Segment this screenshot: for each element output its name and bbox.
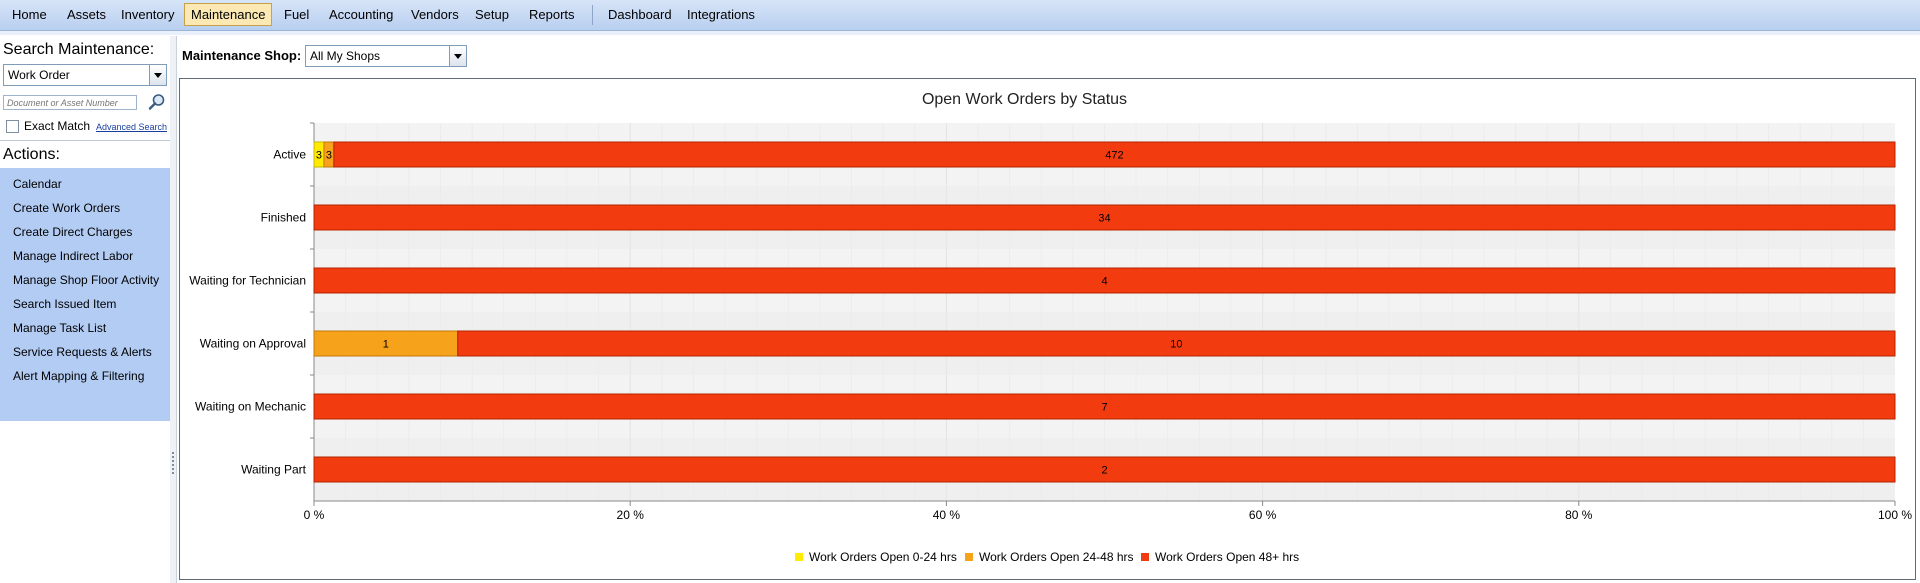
menu-accounting[interactable]: Accounting [329, 7, 394, 22]
data-label: 4 [1101, 276, 1107, 288]
menu-assets[interactable]: Assets [67, 7, 107, 22]
bar-1-3 [313, 330, 459, 357]
legend-label-2: Work Orders Open 48+ hrs [1155, 550, 1299, 564]
y-tick-label: Waiting for Technician [189, 274, 306, 288]
x-tick-label: 100 % [1878, 508, 1912, 522]
search-type-value: Work Order [8, 68, 70, 82]
action-alert-mapping-filtering[interactable]: Alert Mapping & Filtering [13, 369, 145, 383]
y-tick-label: Waiting on Mechanic [195, 400, 306, 414]
x-tick-label: 80 % [1565, 508, 1593, 522]
maintenance-shop-value: All My Shops [310, 49, 381, 63]
action-manage-indirect-labor[interactable]: Manage Indirect Labor [13, 249, 134, 263]
menu-separator [592, 5, 593, 25]
exact-match-label: Exact Match [24, 119, 91, 133]
maintenance-shop-label: Maintenance Shop: [182, 48, 302, 63]
chevron-down-icon[interactable] [449, 46, 466, 66]
document-asset-input[interactable] [3, 95, 137, 110]
legend-swatch-2 [1141, 553, 1149, 561]
exact-match-option[interactable]: Exact Match [6, 119, 90, 133]
y-tick-label: Active [273, 148, 306, 162]
splitter-grip-icon[interactable] [172, 452, 174, 474]
search-icon[interactable] [148, 93, 166, 111]
legend-swatch-0 [795, 553, 803, 561]
menu-dashboard[interactable]: Dashboard [608, 7, 672, 22]
bar-2-5 [313, 456, 1896, 483]
x-tick-label: 40 % [933, 508, 961, 522]
menu-home[interactable]: Home [12, 7, 47, 22]
menu-subbar [0, 31, 1920, 35]
legend-label-0: Work Orders Open 0-24 hrs [809, 550, 957, 564]
x-tick-label: 20 % [617, 508, 645, 522]
data-label: 3 [326, 150, 332, 162]
actions-list: Calendar Create Work Orders Create Direc… [0, 168, 170, 421]
data-label: 3 [316, 150, 322, 162]
chevron-down-icon[interactable] [149, 65, 166, 85]
chart-title: Open Work Orders by Status [922, 91, 1127, 108]
menu-reports[interactable]: Reports [529, 7, 575, 22]
data-label: 7 [1101, 402, 1107, 414]
action-create-direct-charges[interactable]: Create Direct Charges [13, 225, 133, 239]
y-tick-label: Waiting on Approval [200, 337, 306, 351]
bar-2-2 [313, 267, 1896, 294]
advanced-search-link[interactable]: Advanced Search [96, 122, 168, 132]
data-label: 472 [1105, 150, 1123, 162]
x-tick-label: 60 % [1249, 508, 1277, 522]
data-label: 2 [1101, 465, 1107, 477]
legend-label-1: Work Orders Open 24-48 hrs [979, 550, 1134, 564]
bar-2-0 [333, 141, 1896, 168]
action-manage-task-list[interactable]: Manage Task List [13, 321, 107, 335]
bar-2-4 [313, 393, 1896, 420]
main-menu-bar: Home Assets Inventory Maintenance Fuel A… [0, 0, 1920, 31]
action-create-work-orders[interactable]: Create Work Orders [13, 201, 121, 215]
panel-divider [0, 140, 170, 141]
x-tick-label: 0 % [304, 508, 325, 522]
y-tick-label: Waiting Part [241, 463, 307, 477]
search-type-select[interactable]: Work Order [3, 64, 167, 86]
maintenance-shop-select[interactable]: All My Shops [305, 45, 467, 67]
data-label: 34 [1098, 213, 1110, 225]
action-manage-shop-floor-activity[interactable]: Manage Shop Floor Activity [13, 273, 160, 287]
action-search-issued-item[interactable]: Search Issued Item [13, 297, 117, 311]
exact-match-checkbox[interactable] [6, 119, 19, 133]
actions-title: Actions: [3, 146, 60, 163]
menu-vendors[interactable]: Vendors [411, 7, 459, 22]
action-calendar[interactable]: Calendar [13, 177, 62, 191]
menu-setup[interactable]: Setup [475, 7, 509, 22]
chart-frame: Open Work Orders by Status Active 3 3 472 Fin… [179, 78, 1916, 580]
menu-fuel[interactable]: Fuel [284, 7, 310, 22]
legend-swatch-1 [965, 553, 973, 561]
menu-integrations[interactable]: Integrations [687, 7, 755, 22]
bar-2-1 [313, 204, 1896, 231]
action-service-requests-alerts[interactable]: Service Requests & Alerts [13, 345, 152, 359]
panel-splitter[interactable] [170, 36, 177, 583]
y-tick-label: Finished [261, 211, 306, 225]
search-maintenance-title: Search Maintenance: [3, 41, 155, 58]
menu-inventory[interactable]: Inventory [121, 7, 175, 22]
bar-2-3 [457, 330, 1896, 357]
data-label: 1 [383, 339, 389, 351]
left-panel: Search Maintenance: Work Order Exact Mat… [0, 36, 171, 583]
data-label: 10 [1170, 339, 1182, 351]
menu-maintenance[interactable]: Maintenance [184, 3, 273, 26]
